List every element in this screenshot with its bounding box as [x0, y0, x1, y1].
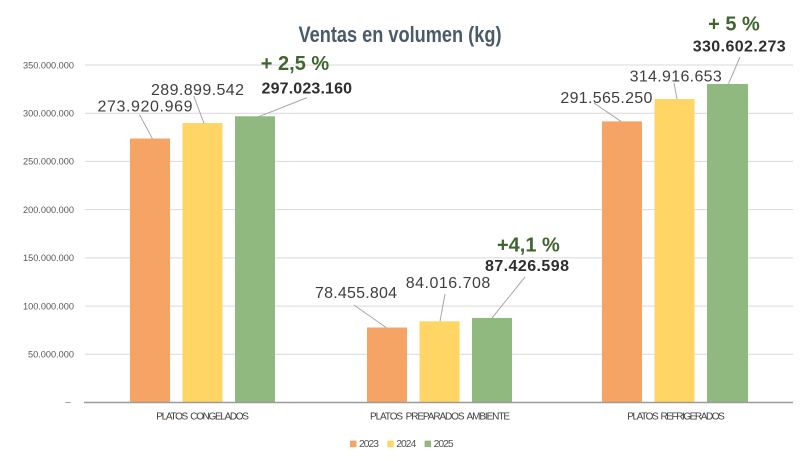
svg-text:84.016.708: 84.016.708 — [406, 275, 491, 292]
svg-text:289.899.542: 289.899.542 — [151, 82, 244, 99]
svg-text:+4,1 %: +4,1 % — [497, 235, 560, 257]
svg-text:+ 5 %: + 5 % — [708, 14, 760, 36]
svg-text:–: – — [65, 397, 71, 407]
svg-text:250.000.000: 250.000.000 — [23, 157, 74, 167]
svg-text:100.000.000: 100.000.000 — [23, 301, 74, 311]
svg-text:2024: 2024 — [396, 439, 416, 450]
svg-text:78.455.804: 78.455.804 — [315, 285, 397, 302]
svg-text:291.565.250: 291.565.250 — [560, 90, 652, 107]
svg-text:330.602.273: 330.602.273 — [693, 39, 786, 56]
svg-text:297.023.160: 297.023.160 — [262, 80, 353, 97]
svg-text:273.920.969: 273.920.969 — [98, 99, 193, 116]
svg-text:350.000.000: 350.000.000 — [23, 60, 74, 70]
svg-text:2025: 2025 — [434, 439, 454, 450]
svg-text:50.000.000: 50.000.000 — [28, 350, 74, 360]
svg-text:Ventas en volumen (kg): Ventas en volumen (kg) — [299, 22, 502, 47]
svg-text:150.000.000: 150.000.000 — [23, 253, 74, 263]
svg-text:314.916.653: 314.916.653 — [630, 68, 722, 85]
svg-text:300.000.000: 300.000.000 — [23, 109, 74, 119]
svg-text:87.426.598: 87.426.598 — [485, 258, 569, 275]
svg-text:PLATOS REFRIGERADOS: PLATOS REFRIGERADOS — [627, 411, 725, 422]
svg-text:PLATOS CONGELADOS: PLATOS CONGELADOS — [156, 411, 249, 422]
svg-text:PLATOS PREPARADOS AMBIENTE: PLATOS PREPARADOS AMBIENTE — [370, 411, 510, 422]
svg-text:+ 2,5 %: + 2,5 % — [261, 53, 330, 75]
svg-text:200.000.000: 200.000.000 — [23, 205, 74, 215]
svg-text:2023: 2023 — [359, 439, 379, 450]
